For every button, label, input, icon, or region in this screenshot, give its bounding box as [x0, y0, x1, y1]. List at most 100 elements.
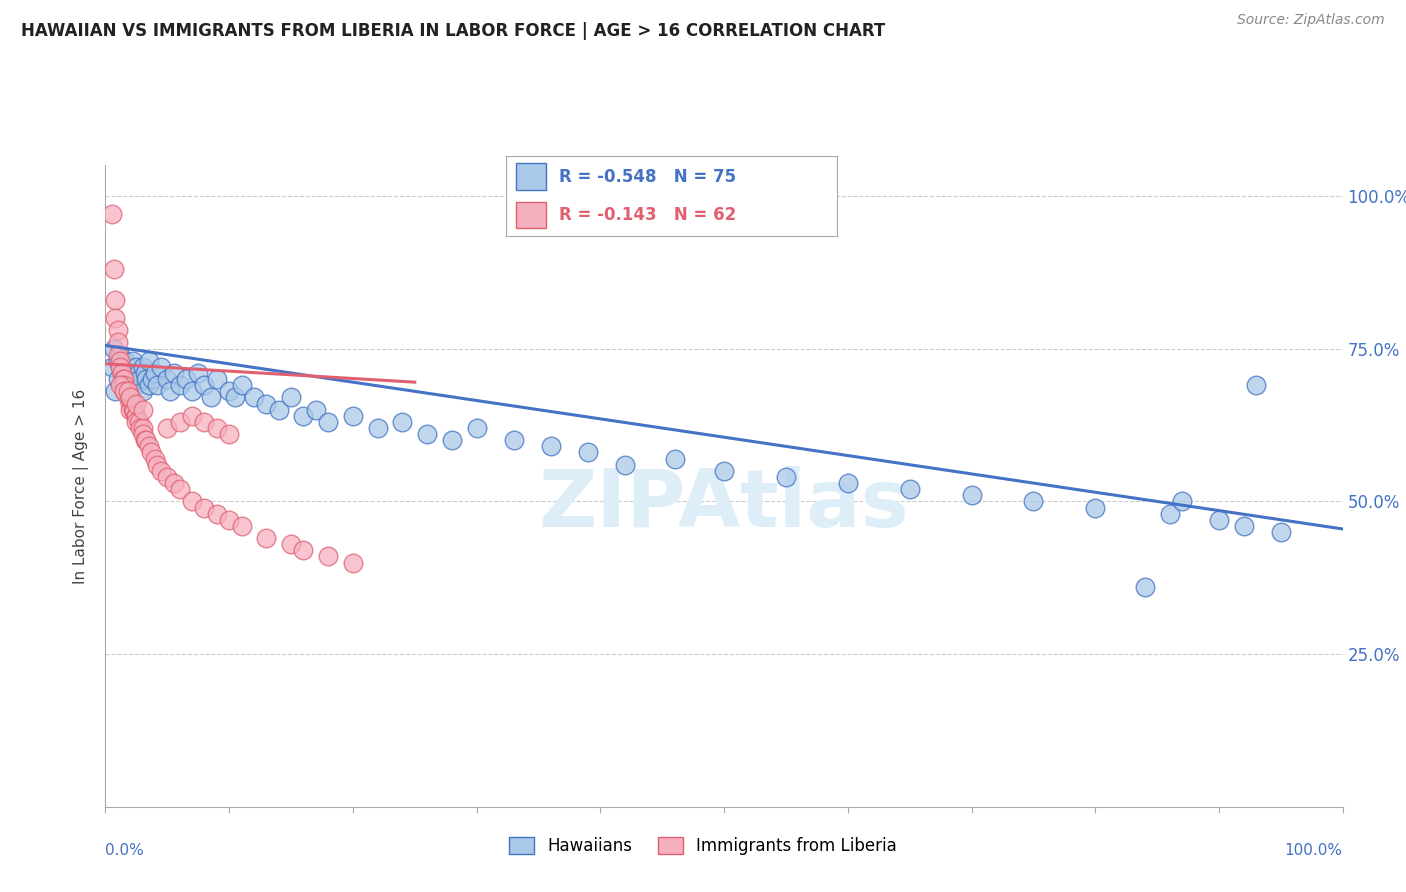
Point	[1244, 378, 1267, 392]
Point	[131, 427, 153, 442]
Point	[103, 342, 125, 356]
Point	[107, 372, 129, 386]
Point	[120, 402, 142, 417]
Point	[254, 396, 277, 410]
Point	[898, 482, 921, 496]
Point	[107, 323, 129, 337]
Text: R = -0.143   N = 62: R = -0.143 N = 62	[560, 206, 737, 224]
Point	[110, 366, 132, 380]
Point	[107, 335, 129, 350]
Point	[342, 409, 364, 423]
Point	[143, 451, 166, 466]
Point	[205, 421, 228, 435]
Point	[120, 366, 142, 380]
Bar	[516, 202, 546, 228]
Point	[243, 391, 266, 405]
Point	[181, 494, 204, 508]
Point	[162, 476, 184, 491]
Point	[664, 451, 686, 466]
Bar	[516, 163, 546, 190]
Point	[224, 391, 246, 405]
Point	[134, 366, 156, 380]
Point	[440, 434, 463, 448]
Point	[129, 421, 152, 435]
Point	[111, 372, 134, 386]
Point	[112, 378, 135, 392]
Point	[193, 415, 215, 429]
Point	[576, 445, 599, 459]
Point	[112, 372, 135, 386]
Point	[110, 366, 132, 380]
Point	[391, 415, 413, 429]
Point	[254, 531, 277, 545]
Point	[121, 402, 143, 417]
Point	[1270, 524, 1292, 539]
Point	[110, 359, 132, 374]
Point	[1022, 494, 1045, 508]
Point	[125, 409, 148, 423]
Point	[125, 378, 148, 392]
Point	[125, 409, 148, 423]
Point	[280, 391, 302, 405]
Point	[112, 378, 135, 392]
Point	[305, 402, 328, 417]
Point	[181, 384, 204, 399]
Point	[156, 372, 179, 386]
Point	[187, 366, 209, 380]
Point	[138, 353, 160, 368]
Point	[138, 439, 160, 453]
Text: 100.0%: 100.0%	[1285, 843, 1343, 858]
Point	[131, 402, 153, 417]
Point	[114, 384, 136, 399]
Point	[231, 378, 253, 392]
Point	[104, 310, 127, 325]
Point	[1133, 580, 1156, 594]
Text: 0.0%: 0.0%	[105, 843, 145, 858]
Point	[218, 427, 240, 442]
Y-axis label: In Labor Force | Age > 16: In Labor Force | Age > 16	[73, 389, 90, 583]
Point	[159, 384, 181, 399]
Point	[146, 378, 169, 392]
Point	[141, 445, 163, 459]
Point	[156, 421, 179, 435]
Point	[103, 262, 125, 277]
Point	[120, 384, 142, 399]
Point	[117, 372, 139, 386]
Point	[135, 372, 157, 386]
Point	[112, 384, 135, 399]
Point	[162, 366, 184, 380]
Point	[193, 378, 215, 392]
Point	[502, 434, 524, 448]
Point	[117, 384, 139, 399]
Point	[110, 378, 132, 392]
Point	[100, 359, 122, 374]
Point	[713, 464, 735, 478]
Point	[141, 372, 163, 386]
Point	[205, 372, 228, 386]
Point	[128, 415, 150, 429]
Point	[120, 396, 142, 410]
Legend: Hawaiians, Immigrants from Liberia: Hawaiians, Immigrants from Liberia	[502, 830, 904, 862]
Point	[1084, 500, 1107, 515]
Point	[1159, 507, 1181, 521]
Point	[280, 537, 302, 551]
Point	[143, 366, 166, 380]
Point	[128, 366, 150, 380]
Point	[135, 434, 157, 448]
Point	[121, 396, 143, 410]
Point	[138, 378, 160, 392]
Text: Source: ZipAtlas.com: Source: ZipAtlas.com	[1237, 13, 1385, 28]
Point	[837, 476, 859, 491]
Point	[292, 543, 315, 558]
Point	[181, 409, 204, 423]
Point	[465, 421, 488, 435]
Point	[100, 207, 122, 221]
Point	[131, 421, 153, 435]
Point	[231, 519, 253, 533]
Point	[367, 421, 389, 435]
Point	[1208, 513, 1230, 527]
Point	[114, 353, 136, 368]
Point	[150, 359, 173, 374]
Point	[117, 391, 139, 405]
Point	[150, 464, 173, 478]
